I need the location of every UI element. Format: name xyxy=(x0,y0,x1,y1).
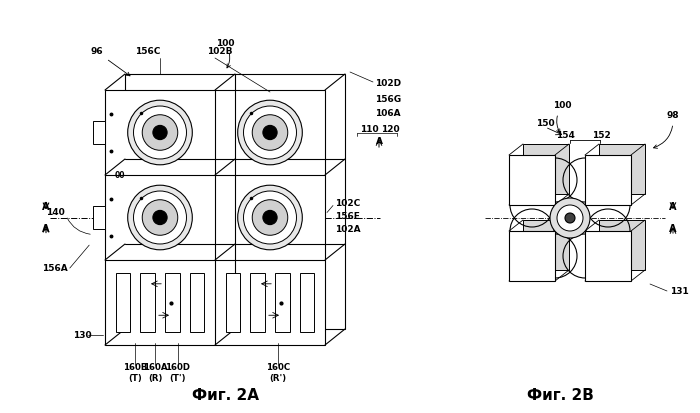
Text: 102C: 102C xyxy=(335,199,361,208)
Circle shape xyxy=(244,191,297,244)
Circle shape xyxy=(244,106,297,159)
Circle shape xyxy=(557,205,583,231)
Text: 160B
(T): 160B (T) xyxy=(122,363,147,383)
Text: 100: 100 xyxy=(216,40,234,68)
Text: 156G: 156G xyxy=(375,95,401,104)
Circle shape xyxy=(134,106,186,159)
Circle shape xyxy=(252,200,288,235)
Text: 156A: 156A xyxy=(42,264,68,273)
Text: Фиг. 2A: Фиг. 2A xyxy=(192,387,258,403)
Bar xyxy=(300,273,314,332)
Circle shape xyxy=(142,115,178,150)
Text: 150: 150 xyxy=(536,119,554,128)
Bar xyxy=(93,206,105,229)
Text: Фиг. 2B: Фиг. 2B xyxy=(526,387,594,403)
Text: 102A: 102A xyxy=(335,225,361,234)
Bar xyxy=(225,273,240,332)
Text: 120: 120 xyxy=(381,126,400,135)
Bar xyxy=(585,231,631,281)
Bar xyxy=(141,273,155,332)
Text: 106A: 106A xyxy=(375,109,400,119)
Bar xyxy=(523,144,569,194)
Bar xyxy=(105,90,325,345)
Bar xyxy=(585,155,631,205)
Circle shape xyxy=(263,126,277,140)
Circle shape xyxy=(550,198,590,238)
Bar xyxy=(165,273,180,332)
Text: 154: 154 xyxy=(556,131,575,140)
Text: 160A
(R): 160A (R) xyxy=(143,363,167,383)
Text: A: A xyxy=(42,202,50,211)
Text: A: A xyxy=(669,202,677,212)
Text: 156E: 156E xyxy=(335,212,360,221)
Text: 98: 98 xyxy=(654,112,679,148)
Text: A: A xyxy=(669,224,677,234)
Text: 130: 130 xyxy=(73,330,91,339)
Bar xyxy=(599,220,645,270)
Bar xyxy=(116,273,130,332)
Circle shape xyxy=(127,100,192,165)
Bar xyxy=(523,220,569,270)
Text: 96: 96 xyxy=(91,47,130,76)
Circle shape xyxy=(134,191,186,244)
Text: 160D
(T'): 160D (T') xyxy=(165,363,190,383)
Circle shape xyxy=(238,185,302,250)
Circle shape xyxy=(127,185,192,250)
Circle shape xyxy=(565,213,575,223)
Text: 00: 00 xyxy=(115,171,125,180)
Circle shape xyxy=(153,126,167,140)
Text: 102D: 102D xyxy=(375,79,401,88)
Text: 140: 140 xyxy=(46,208,64,217)
Bar xyxy=(93,121,105,145)
Bar xyxy=(251,273,265,332)
Text: 156C: 156C xyxy=(135,47,161,57)
Bar xyxy=(509,155,555,205)
Bar xyxy=(275,273,290,332)
Text: 110: 110 xyxy=(360,126,379,135)
Text: A: A xyxy=(375,138,382,147)
Bar xyxy=(125,74,345,329)
Circle shape xyxy=(238,100,302,165)
Circle shape xyxy=(142,200,178,235)
Text: A: A xyxy=(42,223,50,233)
Text: 102B: 102B xyxy=(207,47,232,57)
Text: 131: 131 xyxy=(670,287,689,295)
Circle shape xyxy=(263,210,277,225)
Text: 152: 152 xyxy=(592,131,610,140)
Text: 100: 100 xyxy=(553,102,571,133)
Bar xyxy=(190,273,204,332)
Circle shape xyxy=(153,210,167,225)
Circle shape xyxy=(252,115,288,150)
Bar xyxy=(509,231,555,281)
Text: 160C
(R'): 160C (R') xyxy=(266,363,290,383)
Bar xyxy=(599,144,645,194)
